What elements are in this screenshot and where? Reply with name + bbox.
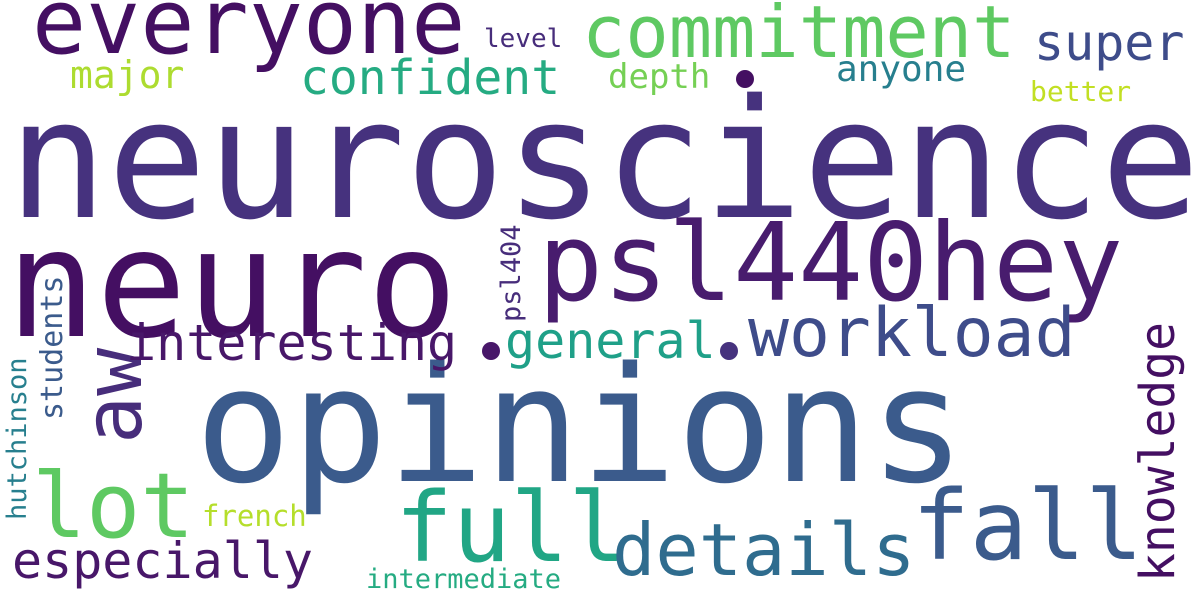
word-level: level — [484, 24, 563, 54]
dot-mark — [482, 342, 500, 360]
word-knowledge: knowledge — [1130, 321, 1186, 582]
word-hutchinson: hutchinson — [2, 357, 33, 520]
word-especially: especially — [12, 532, 314, 590]
word-depth: depth — [608, 57, 711, 97]
word-psl404: psl404 — [496, 224, 527, 322]
word-anyone: anyone — [836, 49, 967, 90]
dot-mark — [736, 70, 754, 88]
word-psl440hey: psl440hey — [538, 201, 1124, 326]
word-opinions: opinions — [195, 332, 966, 519]
word-better: better — [1030, 75, 1132, 108]
word-neuroscience: neuroscience — [8, 64, 1200, 256]
word-neuro: neuro — [6, 198, 458, 372]
word-super: super — [1034, 14, 1185, 72]
word-fall: fall — [912, 470, 1144, 582]
word-lot: lot — [32, 454, 195, 559]
word-french: french — [202, 499, 307, 533]
dot-mark — [720, 342, 738, 360]
word-major: major — [70, 53, 185, 97]
word-full: full — [395, 472, 627, 584]
word-workload: workload — [748, 294, 1076, 373]
word-students: students — [35, 275, 70, 421]
word-commitment: commitment — [582, 0, 1016, 74]
word-details: details — [612, 508, 916, 592]
word-confident: confident — [300, 50, 561, 106]
word-interesting: interesting — [126, 314, 458, 372]
word-general: general — [505, 312, 716, 370]
word-intermediate: intermediate — [366, 564, 562, 595]
word-everyone: everyone — [32, 0, 466, 75]
